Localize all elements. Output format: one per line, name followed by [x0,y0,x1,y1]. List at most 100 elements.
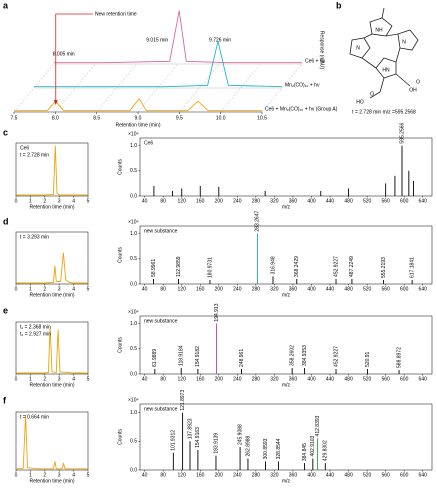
x-tick-label: 2 [43,198,46,204]
x-tick-label: 160 [196,376,205,382]
peak-label: 61.9889 [152,349,158,367]
x-tick-label: 120 [178,198,187,204]
y-tick-label: 0.5 [130,168,137,174]
peak-label: 429.8302 [323,440,329,461]
y-tick-label: 0.5 [130,346,137,352]
peak-label: 154.9163 [195,427,201,448]
peak-label: 193.9139 [213,433,219,454]
bond [381,7,385,19]
x-tick-label: 4 [72,198,75,204]
x-tick-label: 40 [142,286,148,292]
annotation: 9.726 min [209,37,231,43]
x-tick-label: 480 [344,198,353,204]
x-tick-label: 520 [363,198,372,204]
peak-label: 300.8593 [263,438,269,459]
x-tick-label: 280 [252,198,261,204]
x-tick-label: 200 [215,286,224,292]
peak-label: 58.9961 [151,259,157,277]
peak-label: 245.9088 [237,424,243,445]
x-tick-label: 120 [178,376,187,382]
x-tick-label: 400 [307,286,316,292]
x-tick-label: 400 [307,376,316,382]
x-axis-label: m/z [282,382,291,388]
x-tick-label: 240 [233,472,242,478]
y-axis-label: Counts [117,247,123,263]
x-tick-label: 120 [178,286,187,292]
plot-frame [15,321,89,375]
bond [379,77,385,93]
panel-label: c [3,127,8,137]
atom-label: NH [375,27,383,33]
spectrum-title: new substance [144,228,178,234]
x-tick-label: 3 [58,472,61,478]
peak-label: 368.2429 [294,256,300,277]
x-tick-label: 600 [400,376,409,382]
x-axis-label: Retention time (min) [29,382,74,388]
peak-label: 452.9227 [333,256,339,277]
atom-label: HO [356,99,364,105]
x-tick-label: 80 [160,472,166,478]
x-tick-label: 5 [87,472,90,478]
chromatogram [16,327,88,374]
peak-label: 316.948 [270,256,276,274]
x-tick-label: 160 [196,286,205,292]
x-tick-label: 280 [252,286,261,292]
x-tick-label: 360 [289,376,298,382]
peak-label: 118.9184 [179,345,185,366]
bond [369,91,381,99]
spectrum-title: new substance [144,406,178,412]
x-tick-label: 480 [344,376,353,382]
x-tick-label: 5 [87,376,90,382]
peak-label: 412.8393 [315,415,321,436]
trace [34,41,283,88]
y-tick-label: 1.0 [130,321,137,327]
peak-label: 262.8988 [245,435,251,456]
x-tick-label: 0 [15,286,18,292]
bond [385,33,399,37]
peak-label: 402.9103 [310,435,316,456]
annotation: New retention time [95,11,137,17]
x-tick-label: 9.5 [176,115,183,121]
peak-label: 248.961 [239,349,245,367]
legend-label: Ce6 + Mn₂(CO)₁₀ + hν (Group A) [265,106,338,112]
x-tick-label: 160 [196,472,205,478]
x-tick-label: 240 [233,198,242,204]
x-tick-label: 600 [400,198,409,204]
x-tick-label: 1 [29,198,32,204]
x-tick-label: 400 [307,472,316,478]
annotation: 8.005 min [53,51,75,57]
atom-label: N [356,45,360,51]
structure-caption: t = 2.728 min m/z =595.2568 [352,109,416,115]
y-tick-label: 0.5 [130,439,137,445]
atom-label: OH [409,87,417,93]
spectrum-title: new substance [144,318,178,324]
peak-label: 452.9227 [333,346,339,367]
peak-label: 520.91 [365,351,371,367]
arrow [55,13,93,102]
x-tick-label: 2 [43,472,46,478]
y-axis-label: Counts [117,429,123,445]
x-tick-label: 440 [326,286,335,292]
x-tick-label: 0 [15,376,18,382]
plot-frame [139,403,433,471]
peak-label: 112.9859 [176,256,182,277]
peak-label: 137.8923 [187,418,193,439]
x-tick-label: 5 [87,286,90,292]
x-tick-label: 3 [58,198,61,204]
x-tick-label: 560 [381,376,390,382]
y-tick-label: 1.0 [130,410,137,416]
x-tick-label: 160 [196,198,205,204]
x-axis-label: Retention time (min) [115,122,160,128]
x-axis-label: Retention time (min) [29,204,74,210]
annotation: t = 0.664 min [20,414,49,420]
x-tick-label: 320 [270,286,279,292]
x-tick-label: 240 [233,376,242,382]
x-tick-label: 560 [381,472,390,478]
peak-label: 328.8544 [276,438,282,459]
y-scale: ×10⁴ [128,397,139,403]
peak-label: 555.2193 [381,257,387,278]
x-axis-label: m/z [282,478,291,484]
annotation: Ce6 [20,145,29,151]
spectrum-title: Ce6 [144,140,153,146]
x-tick-label: 440 [326,376,335,382]
